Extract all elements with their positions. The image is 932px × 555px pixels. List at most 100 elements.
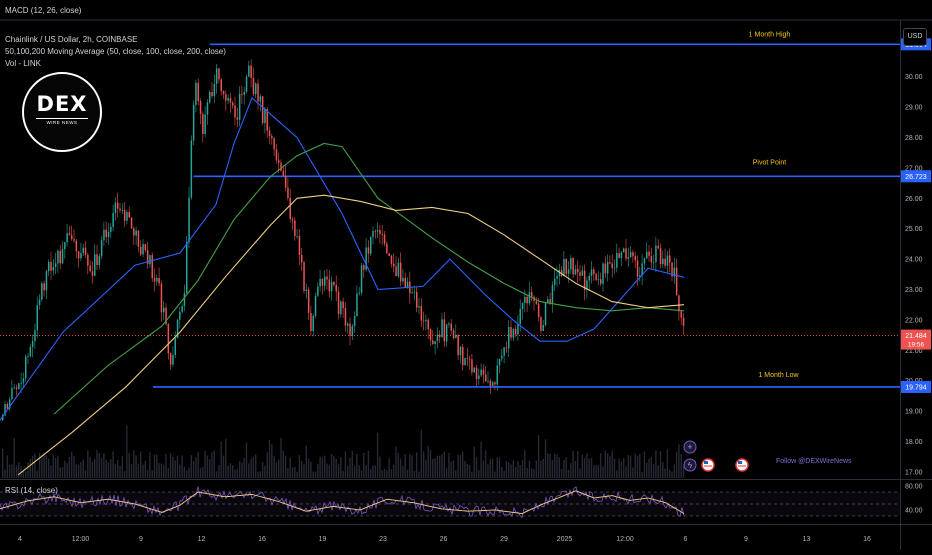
volume-bar — [89, 457, 91, 478]
rsi-tick-label: 80.00 — [905, 484, 923, 491]
volume-bar — [519, 465, 521, 478]
volume-bar — [96, 450, 98, 478]
candle-body — [498, 358, 501, 366]
add-event-glyph: + — [687, 442, 692, 452]
candle-body — [600, 279, 602, 284]
rsi-ma-line — [0, 490, 685, 515]
candle-body — [652, 262, 655, 263]
candle-body — [229, 98, 232, 103]
candle-body — [186, 242, 188, 293]
candle-body — [643, 258, 646, 264]
candle-body — [542, 325, 544, 331]
candle-body — [172, 355, 174, 365]
candle-body — [278, 160, 280, 163]
currency-button[interactable]: USD — [903, 28, 927, 46]
candle-body — [567, 269, 570, 274]
candle-body — [128, 212, 130, 218]
time-tick-label: 4 — [18, 536, 22, 543]
volume-bar — [629, 455, 632, 478]
volume-bar — [593, 465, 595, 478]
volume-bar — [317, 464, 319, 478]
volume-bar — [643, 451, 646, 478]
volume-legend[interactable]: Vol - LINK — [5, 59, 42, 68]
candle-body — [284, 175, 287, 188]
volume-bar — [165, 453, 167, 478]
candle-body — [372, 230, 374, 238]
candle-body — [395, 266, 397, 277]
candle-body — [429, 329, 432, 341]
volume-bar — [528, 460, 531, 478]
candle-body — [100, 240, 103, 257]
volume-bar — [436, 455, 439, 478]
volume-bar — [542, 458, 544, 478]
volume-bar — [13, 437, 15, 478]
candle-body — [510, 327, 512, 338]
volume-bar — [363, 452, 365, 478]
candle-body — [328, 279, 331, 292]
candle-body — [151, 255, 153, 279]
volume-bar — [480, 441, 482, 478]
candle-body — [333, 281, 335, 285]
candle-body — [227, 98, 229, 101]
volume-bar — [360, 470, 363, 478]
volume-bar — [682, 465, 685, 478]
rsi-legend[interactable]: RSI (14, close) — [5, 486, 58, 495]
candle-body — [471, 359, 473, 373]
candle-body — [222, 91, 225, 95]
volume-bar — [45, 455, 48, 478]
volume-bar — [632, 467, 634, 478]
symbol-legend[interactable]: Chainlink / US Dollar, 2h, COINBASE — [5, 35, 138, 44]
volume-bar — [94, 459, 96, 478]
volume-bar — [439, 455, 441, 478]
volume-bar — [427, 445, 429, 478]
candle-body — [144, 244, 147, 251]
volume-bar — [71, 451, 73, 478]
candle-body — [13, 387, 15, 389]
volume-bar — [383, 469, 386, 478]
candle-body — [57, 250, 59, 264]
candle-body — [537, 303, 540, 318]
volume-bar — [314, 471, 317, 478]
volume-bar — [298, 454, 301, 478]
candle-body — [307, 289, 310, 313]
volume-bar — [386, 470, 388, 478]
candle-body — [413, 291, 416, 293]
volume-bar — [471, 471, 473, 478]
candle-body — [602, 263, 604, 284]
candle-body — [34, 330, 36, 342]
volume-bar — [583, 458, 586, 478]
candle-body — [257, 83, 259, 102]
volume-bar — [73, 456, 75, 478]
volume-bar — [655, 450, 657, 478]
price-tick-label: 24.00 — [905, 257, 923, 264]
candle-body — [457, 334, 459, 356]
volume-bar — [271, 444, 273, 478]
volume-bar — [496, 457, 498, 478]
candle-body — [20, 382, 22, 384]
volume-bar — [310, 461, 312, 478]
volume-bar — [609, 456, 611, 478]
volume-bar — [22, 469, 25, 478]
moving-average-legend[interactable]: 50,100,200 Moving Average (50, close, 10… — [5, 47, 226, 56]
macd-legend[interactable]: MACD (12, 26, close) — [5, 6, 82, 15]
volume-bar — [199, 468, 202, 478]
volume-bar — [613, 458, 616, 478]
volume-bar — [43, 453, 45, 478]
candle-body — [273, 138, 275, 150]
volume-bar — [326, 463, 328, 478]
volume-bar — [441, 454, 443, 478]
candle-body — [27, 356, 29, 357]
price-tick-label: 28.00 — [905, 135, 923, 142]
candle-body — [406, 281, 409, 288]
volume-bar — [280, 437, 282, 478]
volume-bar — [485, 450, 487, 478]
candle-body — [657, 245, 659, 249]
volume-bar — [287, 468, 289, 478]
volume-bar — [512, 460, 514, 478]
candle-body — [282, 170, 285, 176]
candle-body — [303, 262, 305, 292]
candle-body — [402, 277, 404, 282]
time-tick-label: 6 — [684, 536, 688, 543]
